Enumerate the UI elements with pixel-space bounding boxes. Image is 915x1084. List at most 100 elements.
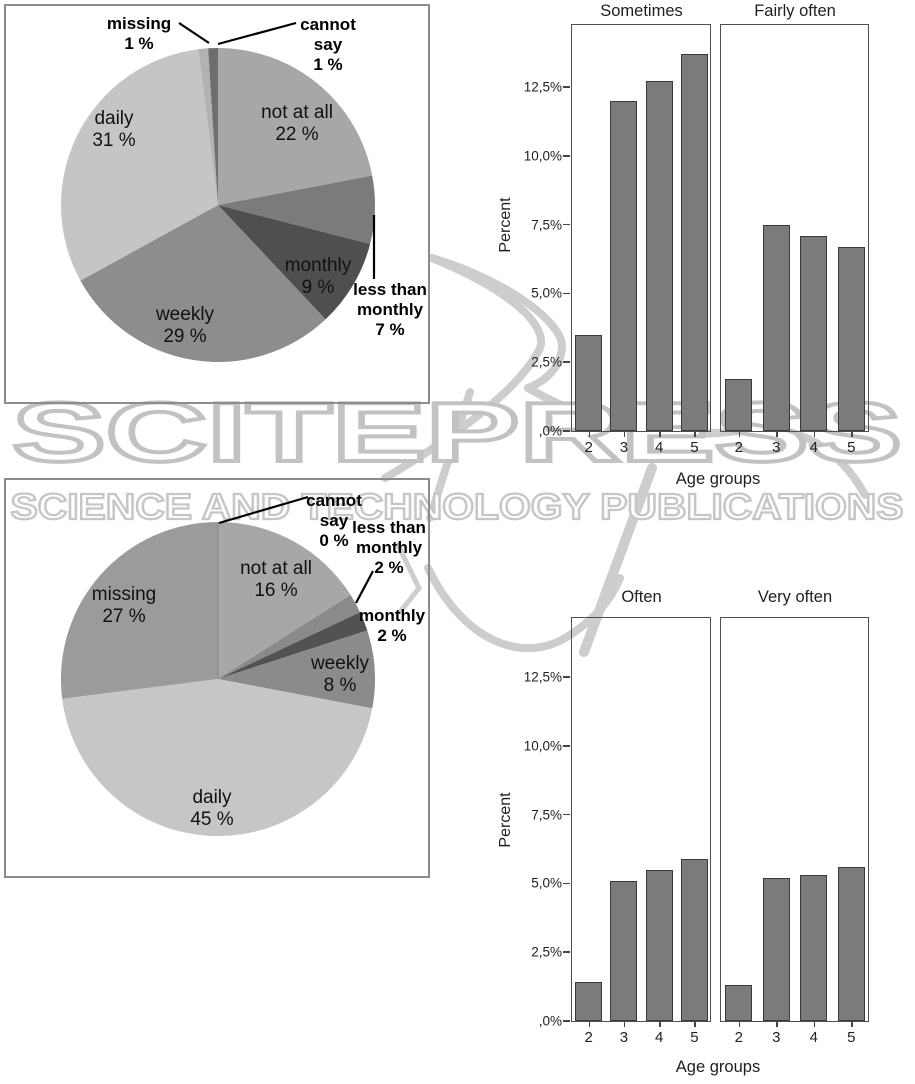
bar-very-often-age-2 bbox=[725, 985, 753, 1021]
pie-label-line: say bbox=[319, 511, 349, 530]
pie-label-line: weekly bbox=[310, 653, 370, 674]
pie-label-line: say bbox=[313, 35, 343, 54]
pie-slice-weekly bbox=[218, 630, 375, 709]
pie-slice-label-weekly: weekly 8 % bbox=[311, 653, 369, 697]
bar-often-age-5 bbox=[680, 858, 708, 1021]
y-tick-label: 10,0% bbox=[523, 738, 562, 754]
x-tick-label: 4 bbox=[809, 439, 818, 456]
pie-slice-daily bbox=[60, 49, 218, 281]
facet-title: Very often bbox=[757, 588, 833, 606]
pie-label-line: monthly bbox=[284, 255, 352, 276]
pie-label-line: 9 % bbox=[301, 277, 335, 298]
pie-label-line: 2 % bbox=[377, 626, 407, 645]
x-tick-mark bbox=[623, 1022, 626, 1027]
pie-label-line: 0 % bbox=[319, 531, 349, 550]
bar-fairly-often-age-2 bbox=[725, 378, 753, 431]
watermark-brand-text: SCITEPRESS bbox=[12, 385, 902, 479]
y-tick-mark bbox=[563, 1020, 570, 1022]
pie-label-line: weekly bbox=[155, 304, 215, 325]
y-tick-label: ,0% bbox=[538, 423, 562, 439]
pie-slice-label-weekly: weekly 29 % bbox=[156, 304, 214, 348]
pie-label-line: 7 % bbox=[375, 320, 405, 339]
x-tick-label: 4 bbox=[654, 1029, 664, 1046]
y-tick-label: 7,5% bbox=[531, 807, 562, 823]
pie-label-line: not at all bbox=[240, 558, 312, 579]
pie-slice-label-daily: daily 45 % bbox=[190, 787, 233, 831]
pie-label-line: 31 % bbox=[92, 130, 136, 151]
watermark-tagline-text: SCIENCE AND TECHNOLOGY PUBLICATIONS bbox=[11, 486, 904, 527]
pie-label-line: 2 % bbox=[374, 558, 404, 577]
x-tick-mark bbox=[776, 1022, 778, 1027]
label-leader-line bbox=[178, 22, 210, 44]
facet-title: Fairly often bbox=[754, 2, 836, 20]
bar-very-often-age-4 bbox=[800, 875, 828, 1021]
bar-sometimes-age-4 bbox=[645, 81, 673, 431]
pie-label-line: less than bbox=[352, 518, 426, 537]
pie-label-line: 45 % bbox=[190, 809, 234, 830]
pie-label-line: 1 % bbox=[313, 55, 343, 74]
bar-sometimes-age-5 bbox=[680, 53, 708, 431]
pie-label-line: 16 % bbox=[254, 580, 298, 601]
bar-often-age-2 bbox=[575, 982, 603, 1021]
pie-bottom-svg bbox=[60, 495, 375, 837]
y-tick-mark bbox=[563, 882, 570, 885]
x-tick-label: 4 bbox=[809, 1029, 818, 1046]
bar-fairly-often-age-3 bbox=[762, 224, 790, 431]
bar-sometimes-age-3 bbox=[610, 100, 638, 431]
y-axis-label: Percent bbox=[497, 792, 514, 848]
pie-slice-label-less-than-monthly: less than monthly 2 % bbox=[352, 518, 426, 578]
bar-sometimes-age-2 bbox=[575, 334, 603, 431]
facet-title: Often bbox=[621, 588, 662, 606]
y-tick-mark bbox=[563, 86, 570, 88]
x-tick-label: 3 bbox=[619, 439, 629, 456]
x-tick-mark bbox=[813, 1022, 816, 1027]
pie-slice-label-monthly: monthly 9 % bbox=[285, 255, 352, 299]
pie-slice-less-than-monthly bbox=[218, 175, 375, 244]
x-tick-label: 5 bbox=[690, 439, 699, 456]
pie-label-line: daily bbox=[192, 787, 232, 808]
label-leader-line bbox=[218, 495, 309, 525]
y-tick-label: 7,5% bbox=[531, 217, 562, 233]
pie-slice-weekly bbox=[80, 205, 326, 362]
y-tick-mark bbox=[563, 223, 570, 226]
y-tick-mark bbox=[563, 430, 570, 432]
pie-slice-cannot-say bbox=[208, 47, 218, 205]
pie-label-line: cannot bbox=[300, 15, 356, 34]
x-tick-label: 3 bbox=[772, 1029, 781, 1046]
pie-slice-missing bbox=[198, 48, 218, 205]
pie-slice-label-missing: missing 1 % bbox=[107, 14, 171, 54]
bar-very-often-age-5 bbox=[837, 866, 865, 1021]
x-axis-label: Age groups bbox=[675, 1058, 761, 1076]
pie-label-line: 22 % bbox=[275, 124, 319, 145]
y-tick-label: 2,5% bbox=[531, 944, 562, 960]
y-tick-mark bbox=[563, 813, 570, 816]
pie-label-line: monthly bbox=[358, 606, 426, 625]
x-tick-label: 2 bbox=[584, 439, 593, 456]
x-tick-label: 3 bbox=[619, 1029, 629, 1046]
x-tick-label: 3 bbox=[772, 439, 781, 456]
y-tick-mark bbox=[563, 361, 570, 363]
y-tick-mark bbox=[563, 951, 570, 953]
pie-label-line: 27 % bbox=[102, 606, 146, 627]
x-tick-mark bbox=[851, 1022, 853, 1027]
y-tick-label: 12,5% bbox=[523, 669, 562, 685]
y-tick-label: ,0% bbox=[538, 1013, 562, 1029]
x-tick-mark bbox=[588, 1022, 591, 1027]
pie-label-line: 1 % bbox=[124, 34, 154, 53]
pie-slice-label-cannot-say: cannot say 0 % bbox=[306, 491, 362, 551]
x-tick-label: 5 bbox=[847, 1029, 856, 1046]
pie-label-line: not at all bbox=[261, 102, 333, 123]
y-tick-label: 2,5% bbox=[531, 354, 562, 370]
pie-label-line: daily bbox=[94, 108, 134, 129]
x-tick-mark bbox=[659, 1022, 661, 1027]
bar-fairly-often-age-4 bbox=[800, 235, 828, 431]
x-tick-mark bbox=[738, 1022, 741, 1027]
pie-slice-not-at-all bbox=[218, 522, 351, 679]
y-tick-mark bbox=[563, 745, 570, 747]
facet-panel-very-often bbox=[720, 617, 869, 1022]
pie-slice-label-less-than-monthly: less than monthly 7 % bbox=[353, 280, 427, 340]
pie-label-line: 8 % bbox=[323, 675, 357, 696]
label-leader-line bbox=[355, 570, 374, 604]
